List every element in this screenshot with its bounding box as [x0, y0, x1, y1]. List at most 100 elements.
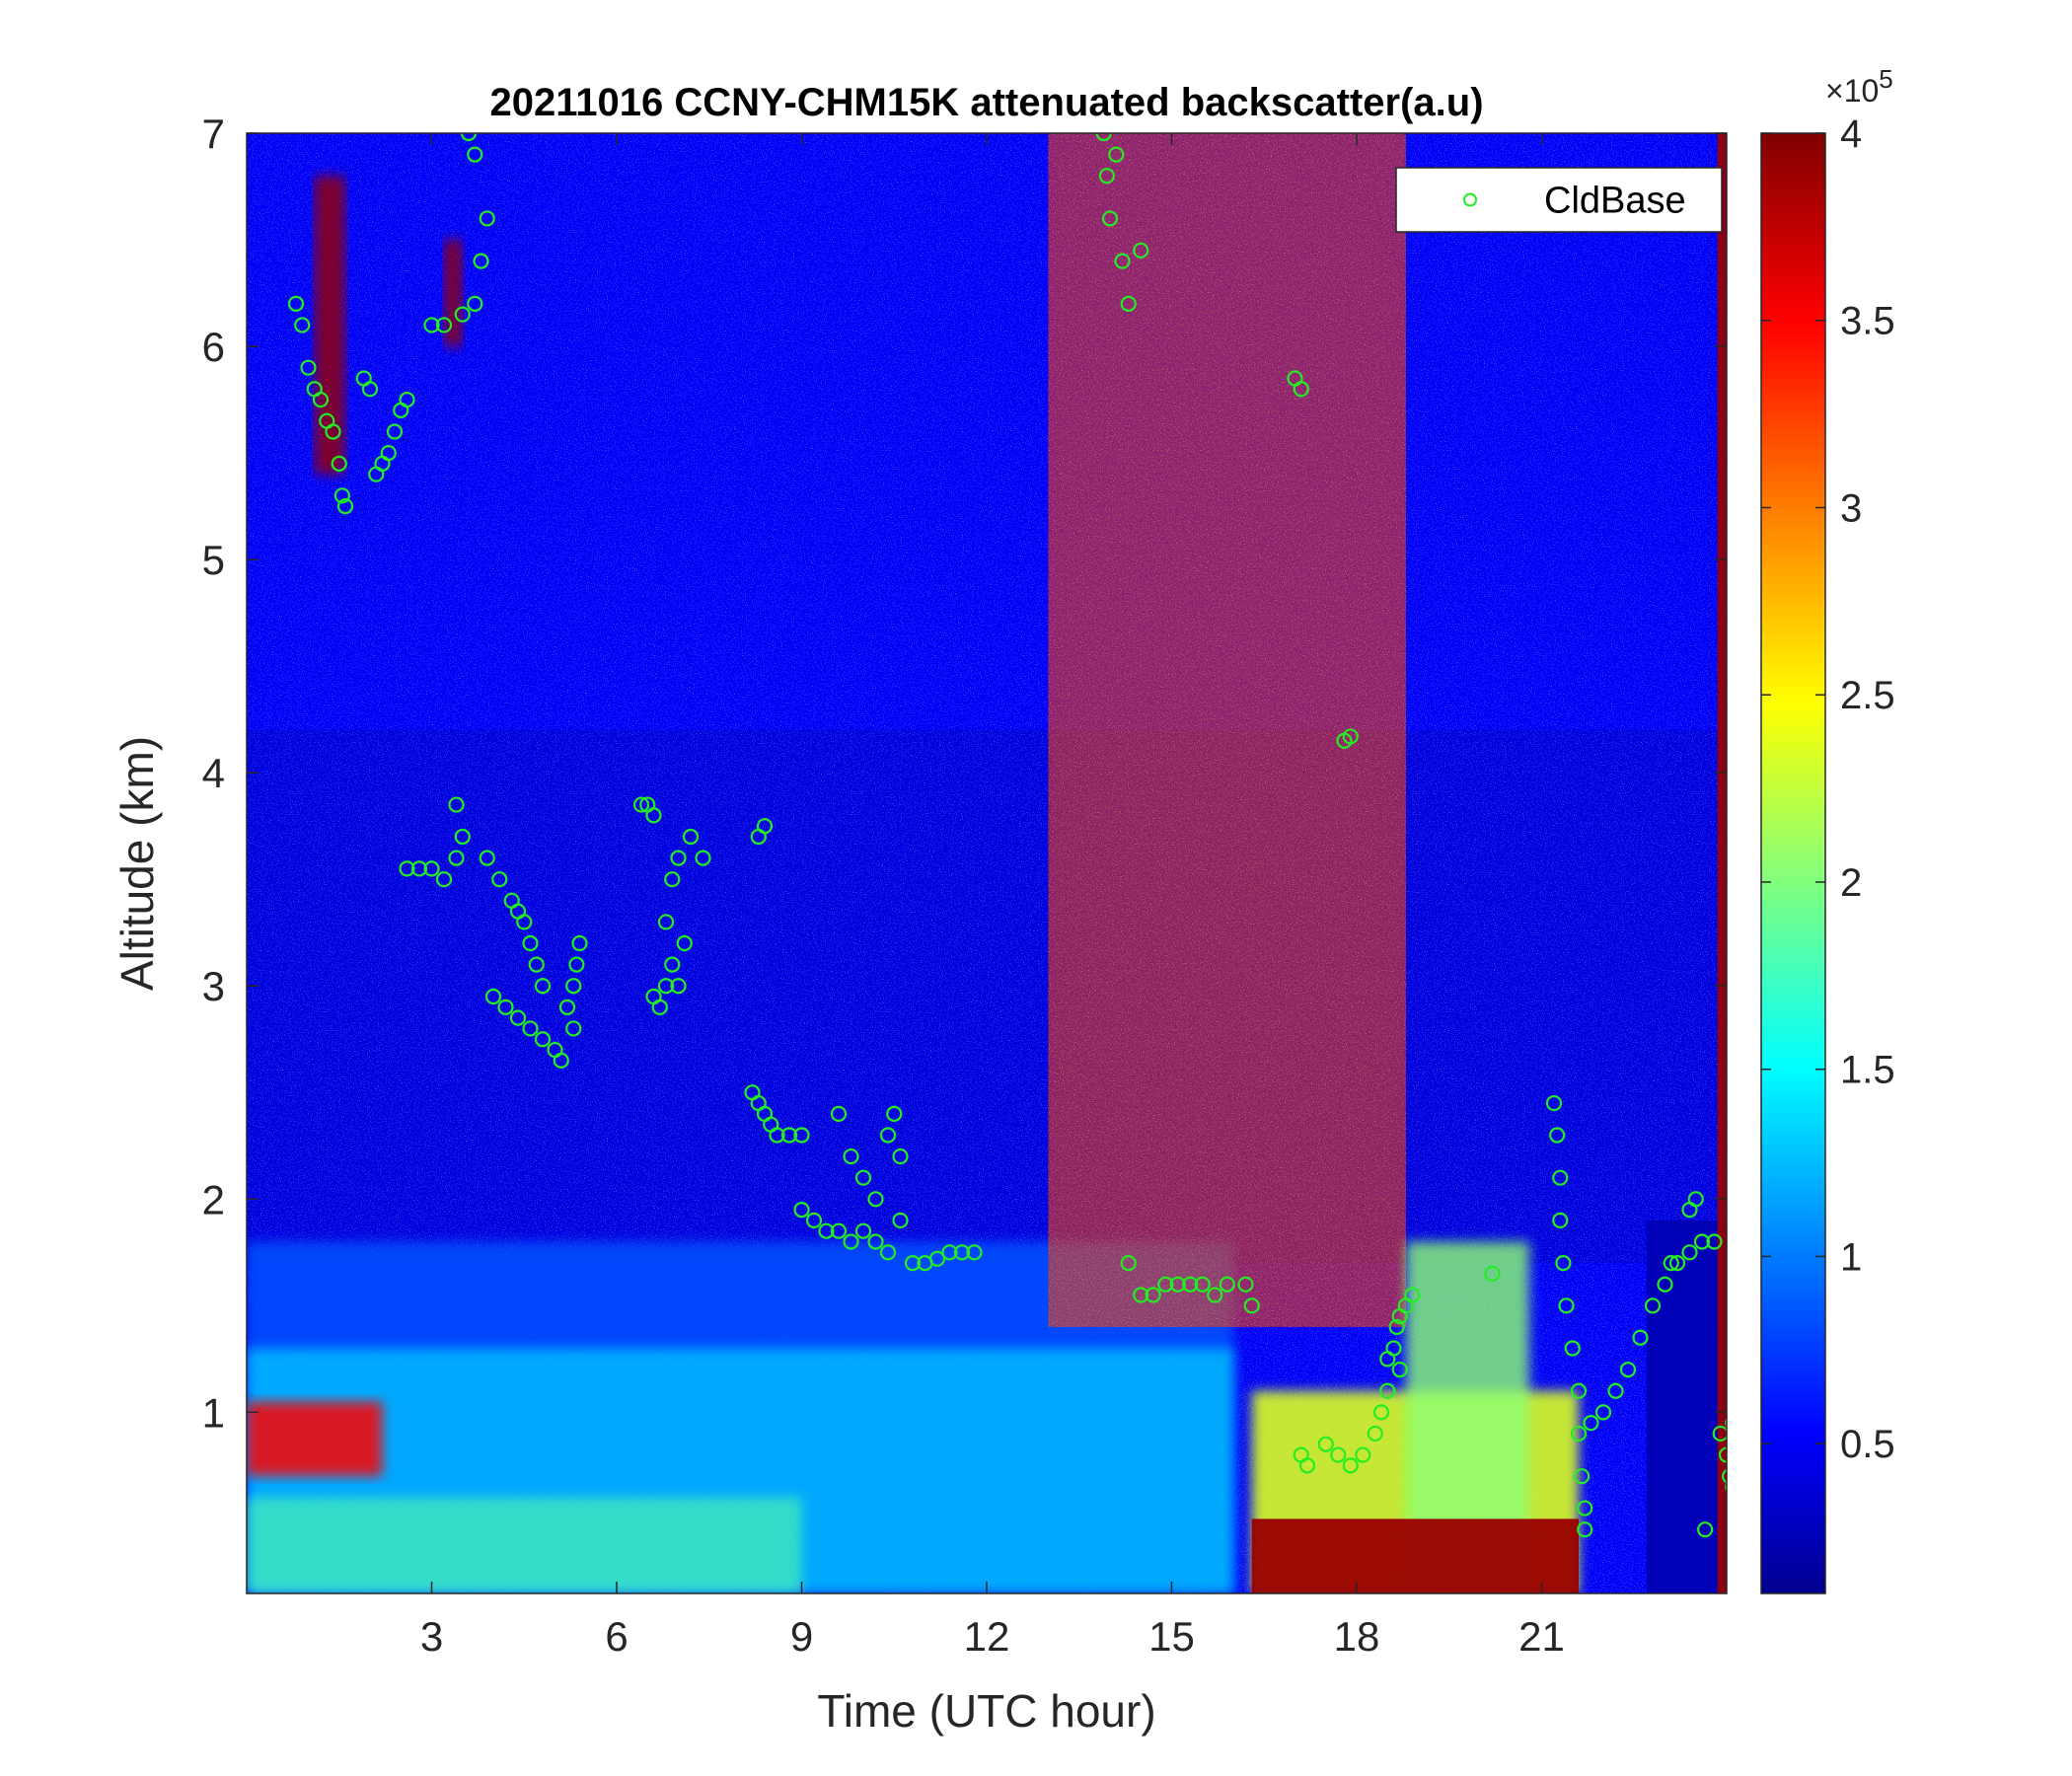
colorbar-tick-label: 3.5	[1840, 300, 1895, 343]
cldbase-point	[331, 455, 347, 472]
cldbase-point	[1355, 1446, 1371, 1463]
x-axis-label: Time (UTC hour)	[817, 1685, 1155, 1737]
y-tick-label: 4	[202, 750, 225, 796]
cldbase-point	[1644, 1297, 1662, 1314]
cldbase-point	[928, 1250, 946, 1267]
cldbase-point	[336, 498, 354, 515]
colorbar-tick-label: 4	[1840, 112, 1862, 156]
cldbase-point	[497, 999, 514, 1015]
cldbase-point	[522, 934, 539, 952]
cldbase-point	[1558, 1297, 1575, 1314]
cldbase-point	[1243, 1297, 1260, 1314]
x-tick-label: 15	[1148, 1613, 1195, 1660]
cldbase-point	[522, 1020, 539, 1037]
cldbase-point	[1484, 1265, 1501, 1283]
cldbase-point	[491, 871, 508, 888]
cldbase-point	[423, 317, 440, 333]
cldbase-point	[454, 306, 471, 323]
cldbase-point	[645, 807, 662, 824]
cldbase-point	[1687, 1191, 1704, 1208]
cloud-base-markers	[287, 133, 1727, 1538]
cldbase-point	[780, 1127, 798, 1144]
cldbase-point	[460, 133, 478, 142]
cldbase-point	[1145, 1287, 1161, 1303]
cldbase-point	[1706, 1233, 1723, 1250]
cldbase-point	[1632, 1329, 1649, 1346]
cldbase-point	[1564, 1340, 1581, 1357]
cldbase-point	[867, 1233, 884, 1250]
x-tick-label: 12	[964, 1613, 1010, 1660]
cldbase-point	[454, 828, 471, 846]
x-tick-label: 21	[1518, 1613, 1565, 1660]
cldbase-point	[565, 978, 582, 995]
cldbase-point	[818, 1222, 835, 1239]
cldbase-point	[1404, 1287, 1421, 1303]
colorbar-tick-label: 3	[1840, 486, 1862, 530]
x-tick-label: 6	[605, 1613, 628, 1660]
colorbar-tick-label: 2	[1840, 861, 1862, 905]
cldbase-point	[534, 978, 552, 995]
chart-title: 20211016 CCNY-CHM15K attenuated backscat…	[489, 81, 1483, 124]
cldbase-point	[479, 850, 495, 866]
x-tick-label: 3	[420, 1613, 443, 1660]
cldbase-point	[1549, 1127, 1566, 1144]
heatmap-field	[247, 133, 1727, 1593]
cldbase-point	[879, 1127, 897, 1144]
cldbase-point	[1607, 1382, 1624, 1399]
colorbar-exponent: ×105	[1825, 64, 1893, 109]
cldbase-point	[571, 934, 588, 952]
cldbase-point	[1657, 1276, 1673, 1293]
cldbase-point	[467, 295, 483, 312]
cldbase-point	[287, 295, 305, 312]
cldbase-point	[558, 999, 576, 1015]
cldbase-point	[1552, 1169, 1569, 1186]
cldbase-point	[1219, 1276, 1235, 1293]
feature-boundary_layer_cloud	[1251, 1518, 1579, 1593]
cldbase-point	[565, 1020, 582, 1037]
cldbase-point	[879, 1244, 897, 1261]
cldbase-point	[1298, 1457, 1316, 1474]
cldbase-point	[657, 914, 675, 930]
cldbase-point	[534, 1031, 552, 1048]
cldbase-point	[333, 487, 350, 504]
cldbase-point	[1725, 1418, 1727, 1429]
y-tick-label: 7	[202, 111, 225, 157]
cldbase-point	[892, 1212, 909, 1228]
cldbase-point	[300, 359, 317, 376]
feature-surface-haze	[247, 1497, 802, 1593]
cldbase-point	[664, 871, 681, 888]
y-tick-label: 5	[202, 537, 225, 583]
cldbase-point	[1169, 1276, 1186, 1293]
cldbase-point	[793, 1201, 810, 1219]
cldbase-point	[854, 1169, 872, 1186]
colorbar-ticks: 0.5 1 1.5 2 2.5 3 3.5 4	[1761, 112, 1895, 1466]
cldbase-point	[1293, 381, 1309, 398]
cldbase-point	[953, 1244, 971, 1261]
legend-box	[1395, 167, 1723, 233]
y-axis: 1 2 3 4 5 6 7	[202, 111, 1727, 1436]
cldbase-point	[516, 914, 533, 930]
cldbase-point	[1098, 168, 1115, 185]
cldbase-point	[1570, 1382, 1588, 1399]
y-tick-label: 1	[202, 1389, 225, 1436]
cldbase-point	[473, 253, 489, 269]
cldbase-point	[1577, 1500, 1593, 1517]
cldbase-point	[1379, 1351, 1396, 1368]
cldbase-point	[805, 1212, 823, 1228]
cldbase-point	[448, 850, 465, 866]
cldbase-point	[1555, 1255, 1572, 1272]
x-tick-label: 18	[1334, 1613, 1380, 1660]
feature-cirrus-patch	[314, 176, 345, 475]
cldbase-point	[1663, 1255, 1679, 1272]
cldbase-point	[830, 1105, 848, 1122]
cldbase-point	[1367, 1425, 1383, 1443]
cldbase-point	[1182, 1276, 1199, 1293]
colorbar-tick-label: 2.5	[1840, 674, 1895, 717]
cldbase-point	[1114, 253, 1131, 269]
cldbase-point	[886, 1105, 903, 1122]
cldbase-point	[1725, 1481, 1727, 1493]
colorbar-tick-label: 0.5	[1840, 1423, 1895, 1466]
y-tick-label: 3	[202, 963, 225, 1009]
cldbase-point	[1594, 1404, 1612, 1421]
